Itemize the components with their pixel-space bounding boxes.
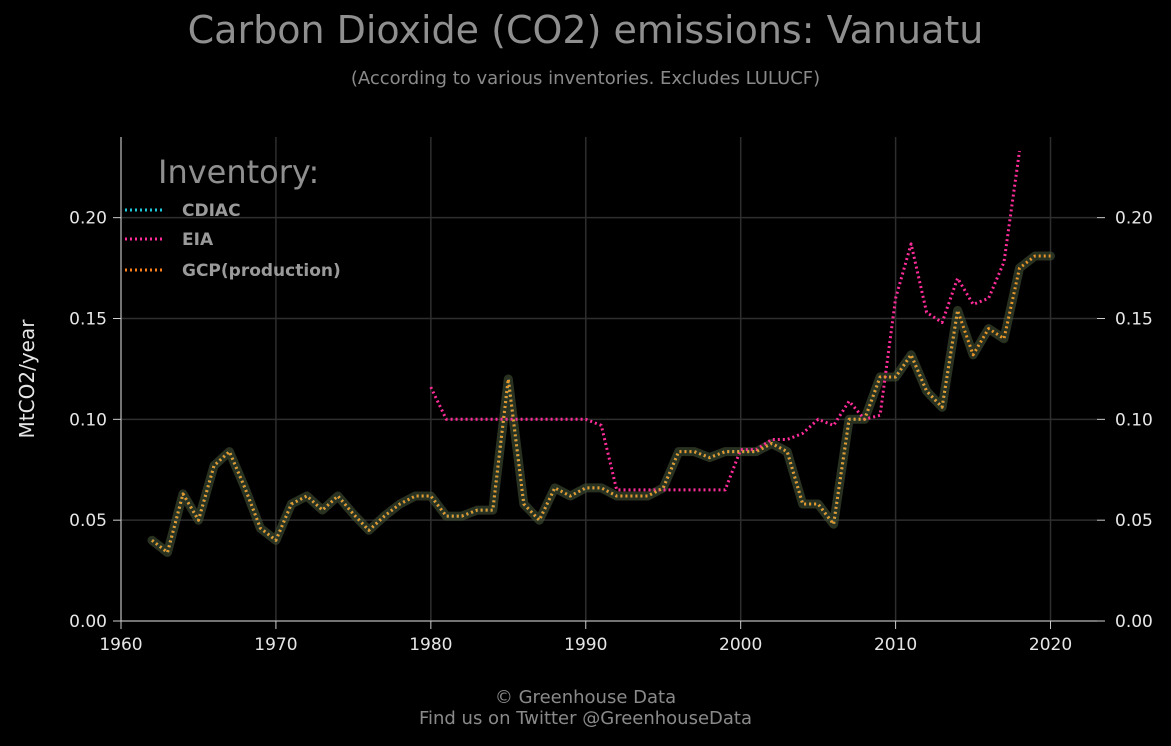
- series-glow-gcp: [147, 251, 1055, 557]
- y-tick-label-right: 0.05: [1115, 511, 1153, 531]
- footer-copyright: © Greenhouse Data: [494, 687, 677, 708]
- x-tick-label: 2000: [719, 635, 762, 655]
- y-tick-label-left: 0.00: [69, 612, 107, 632]
- x-tick-label: 2020: [1029, 635, 1072, 655]
- legend-title: Inventory:: [158, 153, 319, 191]
- x-tick-label: 1970: [254, 635, 297, 655]
- series-line-gcp: [151, 254, 1051, 554]
- y-tick-label-right: 0.00: [1115, 612, 1153, 632]
- legend-label: CDIAC: [182, 201, 241, 221]
- chart-subtitle: (According to various inventories. Exclu…: [350, 68, 821, 89]
- y-tick-label-right: 0.20: [1115, 209, 1153, 229]
- axes: 0.00 0.00 0.05 0.05 0.10 0.10 0.15 0.15 0.20 0.20…: [15, 137, 1153, 655]
- y-tick-label-right: 0.10: [1115, 410, 1153, 430]
- y-tick-label-left: 0.20: [69, 209, 107, 229]
- x-tick-label: 2010: [874, 635, 917, 655]
- x-tick-label: 1990: [564, 635, 607, 655]
- y-axis-label: MtCO2/year: [15, 319, 39, 439]
- legend-label: GCP(production): [182, 261, 341, 281]
- series-line-eia: [429, 150, 1021, 492]
- y-tick-label-right: 0.15: [1115, 310, 1153, 330]
- footer-twitter: Find us on Twitter @GreenhouseData: [418, 708, 753, 729]
- y-tick-label-left: 0.15: [69, 310, 107, 330]
- series-layer: [147, 150, 1055, 557]
- y-tick-label-left: 0.05: [69, 511, 107, 531]
- y-tick-label-left: 0.10: [69, 410, 107, 430]
- x-tick-label: 1980: [409, 635, 452, 655]
- legend-label: EIA: [182, 230, 214, 250]
- chart-title: Carbon Dioxide (CO2) emissions: Vanuatu: [187, 8, 984, 52]
- legend: Inventory: CDIAC EIA GCP(production): [125, 153, 341, 281]
- x-tick-label: 1960: [99, 635, 142, 655]
